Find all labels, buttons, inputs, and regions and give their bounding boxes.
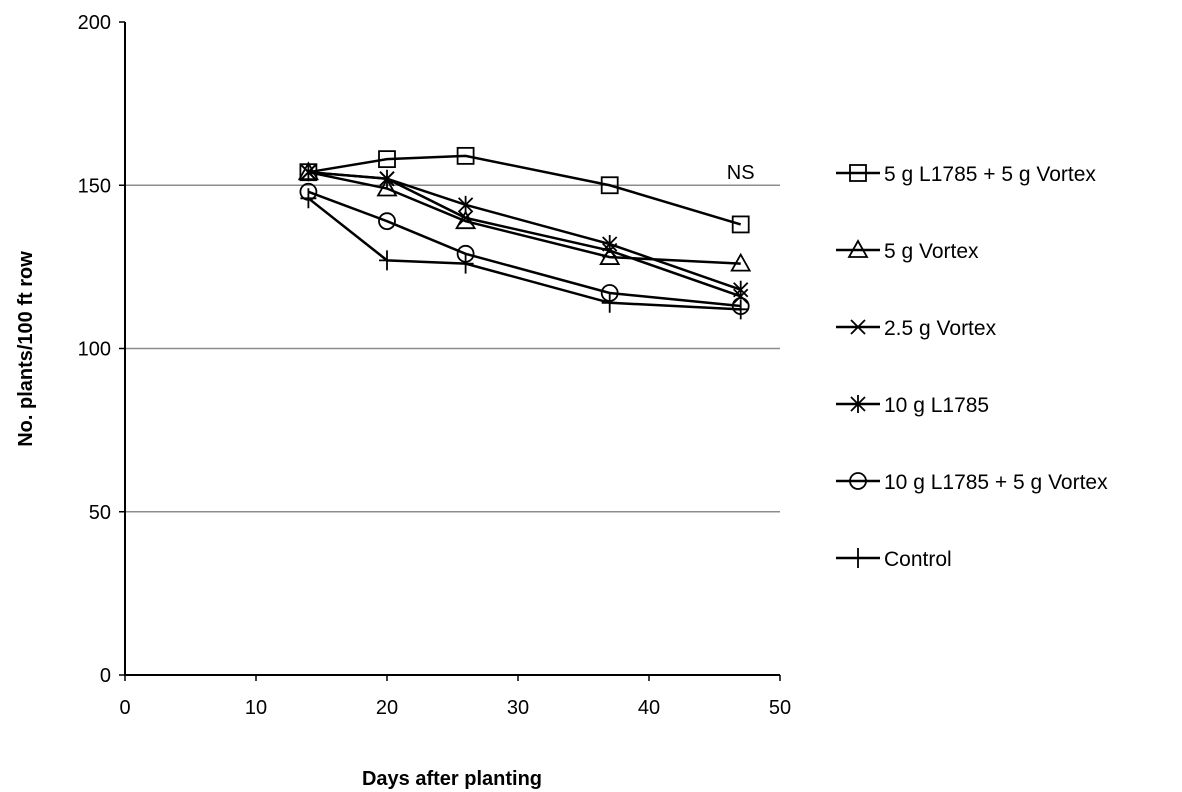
gridlines: [125, 184, 780, 513]
data-point-square: [456, 146, 475, 165]
data-point-square: [378, 150, 396, 169]
data-point-triangle: [730, 252, 752, 272]
x-tick-label: 30: [507, 697, 529, 719]
legend-marker-asterisk: [850, 395, 866, 413]
data-point-square: [731, 215, 750, 234]
data-point-square: [600, 176, 619, 195]
legend-label: 5 g L1785 + 5 g Vortex: [884, 163, 1096, 186]
y-tick-label: 150: [78, 175, 111, 197]
x-tick-label: 20: [376, 697, 398, 719]
data-point-asterisk: [300, 163, 317, 182]
data-point-asterisk: [602, 235, 618, 254]
data-point-plus: [732, 299, 749, 320]
x-tick-labels: 0 10 20 30 40 50: [119, 697, 791, 719]
ns-annotation: NS: [727, 162, 755, 184]
legend-item: Control: [836, 548, 952, 571]
data-point-plus: [601, 292, 618, 313]
y-tick-label: 50: [89, 502, 111, 524]
data-point-circle: [378, 212, 396, 231]
legend-marker-x: [850, 319, 866, 335]
data-point-plus: [457, 253, 474, 274]
y-tick-labels: 0 50 100 150 200: [78, 12, 111, 687]
series-group: [297, 146, 752, 320]
legend-marker-circle: [849, 472, 867, 490]
legend-label: 2.5 g Vortex: [884, 317, 997, 340]
x-axis-title: Days after planting: [362, 768, 542, 790]
x-tick-label: 0: [119, 697, 130, 719]
data-point-x: [457, 210, 474, 226]
x-tick-label: 50: [769, 697, 791, 719]
legend-label: 10 g L1785 + 5 g Vortex: [884, 471, 1108, 494]
x-tick-label: 40: [638, 697, 660, 719]
x-tick-label: 10: [245, 697, 267, 719]
legend-label: 5 g Vortex: [884, 240, 979, 263]
series-line: [308, 154, 742, 226]
y-tick-label: 200: [78, 12, 111, 34]
legend-item: 10 g L1785: [836, 394, 989, 417]
legend-label: Control: [884, 548, 952, 571]
legend-item: 2.5 g Vortex: [836, 317, 997, 340]
series-circle: [299, 182, 750, 315]
legend: 5 g L1785 + 5 g Vortex 5 g Vortex 2.5 g Vo…: [836, 163, 1108, 571]
y-tick-label: 100: [78, 339, 111, 361]
legend-item: 5 g L1785 + 5 g Vortex: [836, 163, 1096, 186]
legend-marker-triangle: [847, 239, 869, 258]
y-axis-title: No. plants/100 ft row: [15, 251, 37, 447]
axes: [119, 21, 781, 681]
data-point-asterisk: [457, 195, 474, 214]
data-point-asterisk: [379, 169, 395, 188]
series-asterisk: [300, 163, 749, 299]
legend-label: 10 g L1785: [884, 394, 989, 417]
y-tick-label: 0: [100, 665, 111, 687]
data-point-triangle: [376, 177, 398, 197]
data-point-plus: [379, 250, 395, 271]
series-line: [308, 170, 742, 298]
data-point-plus: [300, 188, 317, 209]
legend-item: 10 g L1785 + 5 g Vortex: [836, 471, 1108, 494]
legend-item: 5 g Vortex: [836, 239, 979, 263]
legend-marker-square: [849, 164, 867, 182]
series-plus: [300, 188, 749, 320]
legend-marker-plus: [850, 548, 866, 568]
series-triangle: [297, 161, 752, 272]
data-point-asterisk: [733, 280, 749, 299]
